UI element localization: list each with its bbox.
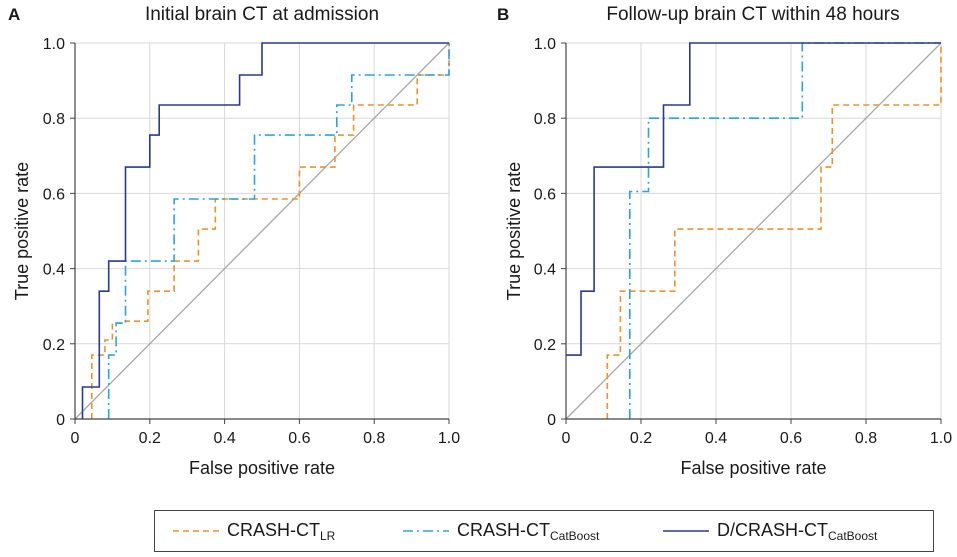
series-line-lr xyxy=(91,43,450,419)
panel-a: 00 0.2 0.2 0.4 0.4 0.6 0.6 0.8 0.8 1.0 1.0 False po… xyxy=(8,4,460,478)
y-tick-label: 0.4 xyxy=(534,262,556,279)
series-line-catboost xyxy=(107,43,450,419)
y-axis-title: True positive rate xyxy=(12,162,32,300)
x-tick-label: 0.6 xyxy=(780,430,802,447)
reference-diagonal xyxy=(74,42,450,420)
y-tick-label: 1.0 xyxy=(534,36,556,53)
y-tick-label: 0.6 xyxy=(534,186,556,203)
y-tick-label: 0.2 xyxy=(43,337,65,354)
x-tick-label: 0.4 xyxy=(705,430,727,447)
legend-swatch-dcatboost xyxy=(663,530,709,532)
reference-diagonal xyxy=(565,42,942,420)
x-axis-title: False positive rate xyxy=(189,458,335,478)
legend-item-dcatboost: D/CRASH-CTCatBoost xyxy=(663,511,877,551)
legend-swatch-lr xyxy=(173,530,219,532)
x-tick-label: 0.2 xyxy=(630,430,652,447)
legend-label-dcatboost: D/CRASH-CTCatBoost xyxy=(717,519,878,543)
panel-title: Initial brain CT at admission xyxy=(145,4,379,25)
x-axis-title: False positive rate xyxy=(680,458,826,478)
series-line-dcatboost xyxy=(566,42,941,356)
panel-title: Follow-up brain CT within 48 hours xyxy=(606,4,899,25)
x-tick-label: 0.8 xyxy=(855,430,877,447)
y-axis-title: True positive rate xyxy=(504,162,524,300)
x-tick-label: 0 xyxy=(562,430,571,447)
legend-item-lr: CRASH-CTLR xyxy=(173,511,335,551)
y-tick-label: 0.4 xyxy=(43,262,65,279)
y-tick-label: 1.0 xyxy=(43,36,65,53)
y-tick-label: 0.2 xyxy=(534,337,556,354)
panel-b: 00 0.2 0.2 0.4 0.4 0.6 0.6 0.8 0.8 1.0 1.0 False po… xyxy=(497,4,952,478)
x-tick-label: 0.8 xyxy=(363,430,385,447)
y-tick-label: 0.8 xyxy=(534,111,556,128)
y-tick-label: 0 xyxy=(547,412,556,429)
series-line-catboost xyxy=(629,42,941,419)
legend-item-catboost: CRASH-CTCatBoost xyxy=(403,511,599,551)
x-tick-label: 0.6 xyxy=(288,430,310,447)
series-line-lr xyxy=(606,43,942,419)
y-tick-label: 0 xyxy=(56,412,65,429)
legend-label-lr: CRASH-CTLR xyxy=(227,519,336,543)
legend-label-catboost: CRASH-CTCatBoost xyxy=(457,519,600,543)
series-line-dcatboost xyxy=(81,42,449,419)
panel-label: B xyxy=(497,5,509,24)
x-tick-label: 0.4 xyxy=(213,430,235,447)
x-tick-label: 0 xyxy=(71,430,80,447)
x-tick-label: 0.2 xyxy=(139,430,161,447)
legend-swatch-catboost xyxy=(403,530,449,532)
x-tick-label: 1.0 xyxy=(438,430,460,447)
panel-label: A xyxy=(8,5,20,24)
x-tick-label: 1.0 xyxy=(930,430,952,447)
y-tick-label: 0.8 xyxy=(43,111,65,128)
legend: CRASH-CTLR CRASH-CTCatBoost D/CRASH-CTCa… xyxy=(154,510,934,552)
y-tick-label: 0.6 xyxy=(43,186,65,203)
